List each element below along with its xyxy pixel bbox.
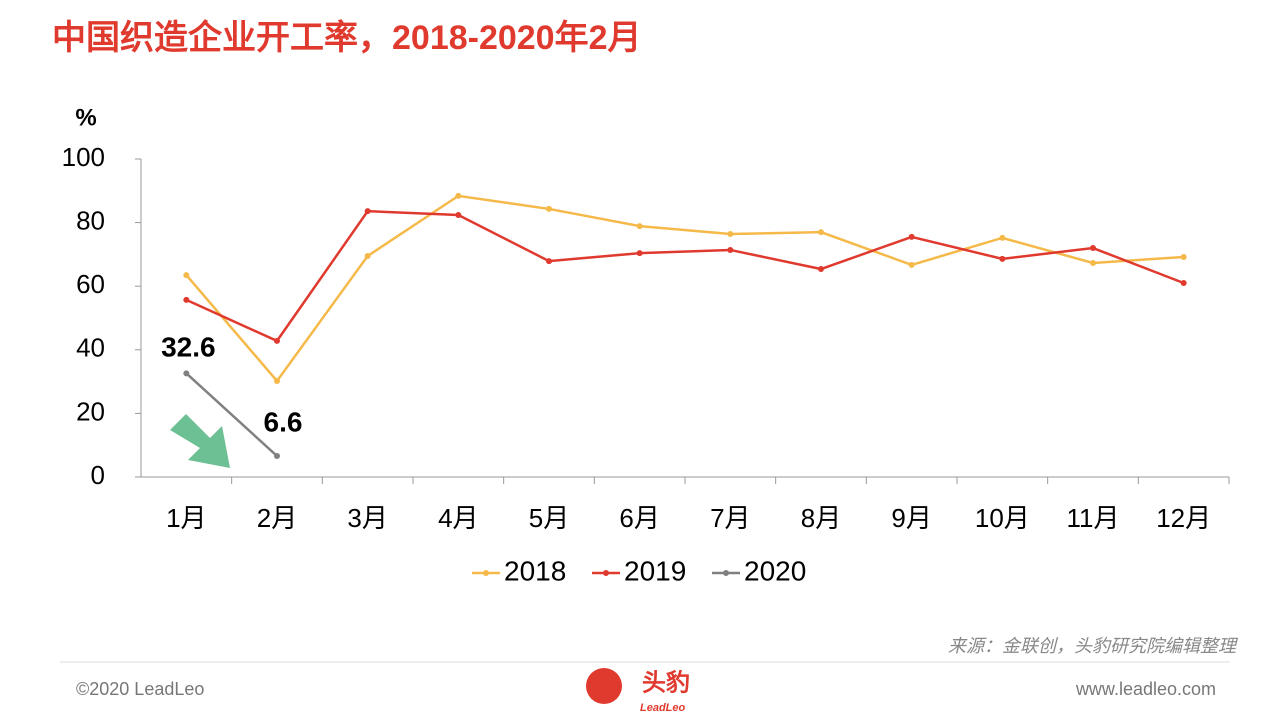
point [1180,253,1187,260]
legend-marker [483,570,489,576]
point [727,246,734,253]
legend-label: 2019 [624,555,686,586]
point [999,234,1006,241]
copyright: ©2020 LeadLeo [76,679,204,699]
point [1090,245,1096,252]
point [455,192,462,199]
x-tick-label: 10月 [975,503,1030,533]
legend-marker [603,570,609,576]
y-tick-label: 0 [91,460,105,490]
chart-title: 中国织造企业开工率，2018-2020年2月 [52,18,642,57]
y-tick-label: 80 [76,205,105,235]
point [727,231,734,238]
point [546,205,552,212]
y-tick-label: 40 [76,333,105,363]
source: 来源：金联创，头豹研究院编辑整理 [948,636,1239,656]
logo-cn: 头豹 [642,668,690,696]
point [636,223,643,230]
arrow [170,414,230,468]
series-line [185,209,1185,343]
point [364,252,371,259]
point [546,258,552,265]
point [274,453,280,460]
point [908,261,915,268]
logo-en: LeadLeo [640,702,686,714]
y-tick-label: 20 [76,396,105,426]
y-tick-label: 100 [62,142,105,172]
point [183,370,190,377]
point [1090,259,1096,266]
point [818,266,824,273]
data-label: 32.6 [161,332,216,363]
x-tick-label: 1月 [166,503,206,533]
point [908,233,915,240]
point [364,208,371,215]
y-axis-label: % [75,104,96,131]
point [818,229,824,236]
point [183,296,190,303]
x-tick-label: 3月 [347,503,387,533]
x-tick-label: 2月 [257,503,297,533]
legend-label: 2020 [744,555,806,586]
point [999,255,1006,262]
legend-marker [723,570,729,576]
x-tick-label: 12月 [1156,503,1211,533]
x-tick-label: 11月 [1067,503,1120,533]
url: www.leadleo.com [1075,679,1216,699]
legend-label: 2018 [504,555,566,586]
point [455,211,462,218]
x-tick-label: 9月 [891,503,931,533]
x-tick-label: 4月 [438,503,478,533]
x-tick-label: 7月 [710,503,750,533]
point [183,272,190,279]
point [274,337,280,344]
x-tick-label: 5月 [529,503,569,533]
y-tick-label: 60 [76,269,105,299]
point [1180,280,1187,287]
point [274,377,280,384]
x-tick-label: 8月 [801,503,841,533]
series-line [185,372,278,457]
series-line [185,194,1184,383]
point [636,250,643,257]
x-tick-label: 6月 [619,503,659,533]
logo-icon [586,668,622,704]
data-label: 6.6 [264,406,303,437]
